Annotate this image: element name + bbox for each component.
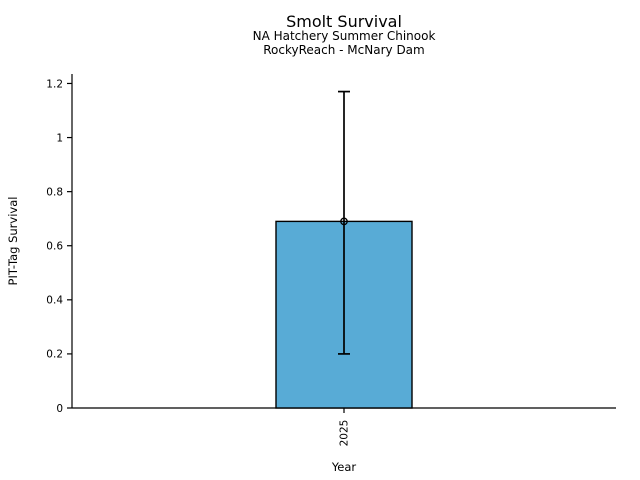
y-tick-label: 0 [56, 403, 63, 415]
y-axis-label: PIT-Tag Survival [6, 197, 20, 286]
x-tick-label: 2025 [339, 420, 351, 447]
chart-subtitle-line2: RockyReach - McNary Dam [263, 43, 424, 57]
point-marker [340, 217, 348, 226]
chart-subtitle-line1: NA Hatchery Summer Chinook [253, 29, 436, 43]
y-tick-label: 0.8 [46, 186, 63, 198]
y-tick-label: 0.2 [46, 349, 63, 361]
chart-title: Smolt Survival [286, 12, 402, 31]
y-tick-label: 0.6 [46, 241, 63, 253]
x-axis-label: Year [331, 460, 357, 474]
y-tick-label: 0.4 [46, 295, 63, 307]
y-tick-label: 1 [56, 132, 63, 144]
plot-area: 0 0.2 0.4 0.6 0.8 1 1.2 2025 [46, 74, 616, 446]
y-tick-label: 1.2 [46, 78, 63, 90]
